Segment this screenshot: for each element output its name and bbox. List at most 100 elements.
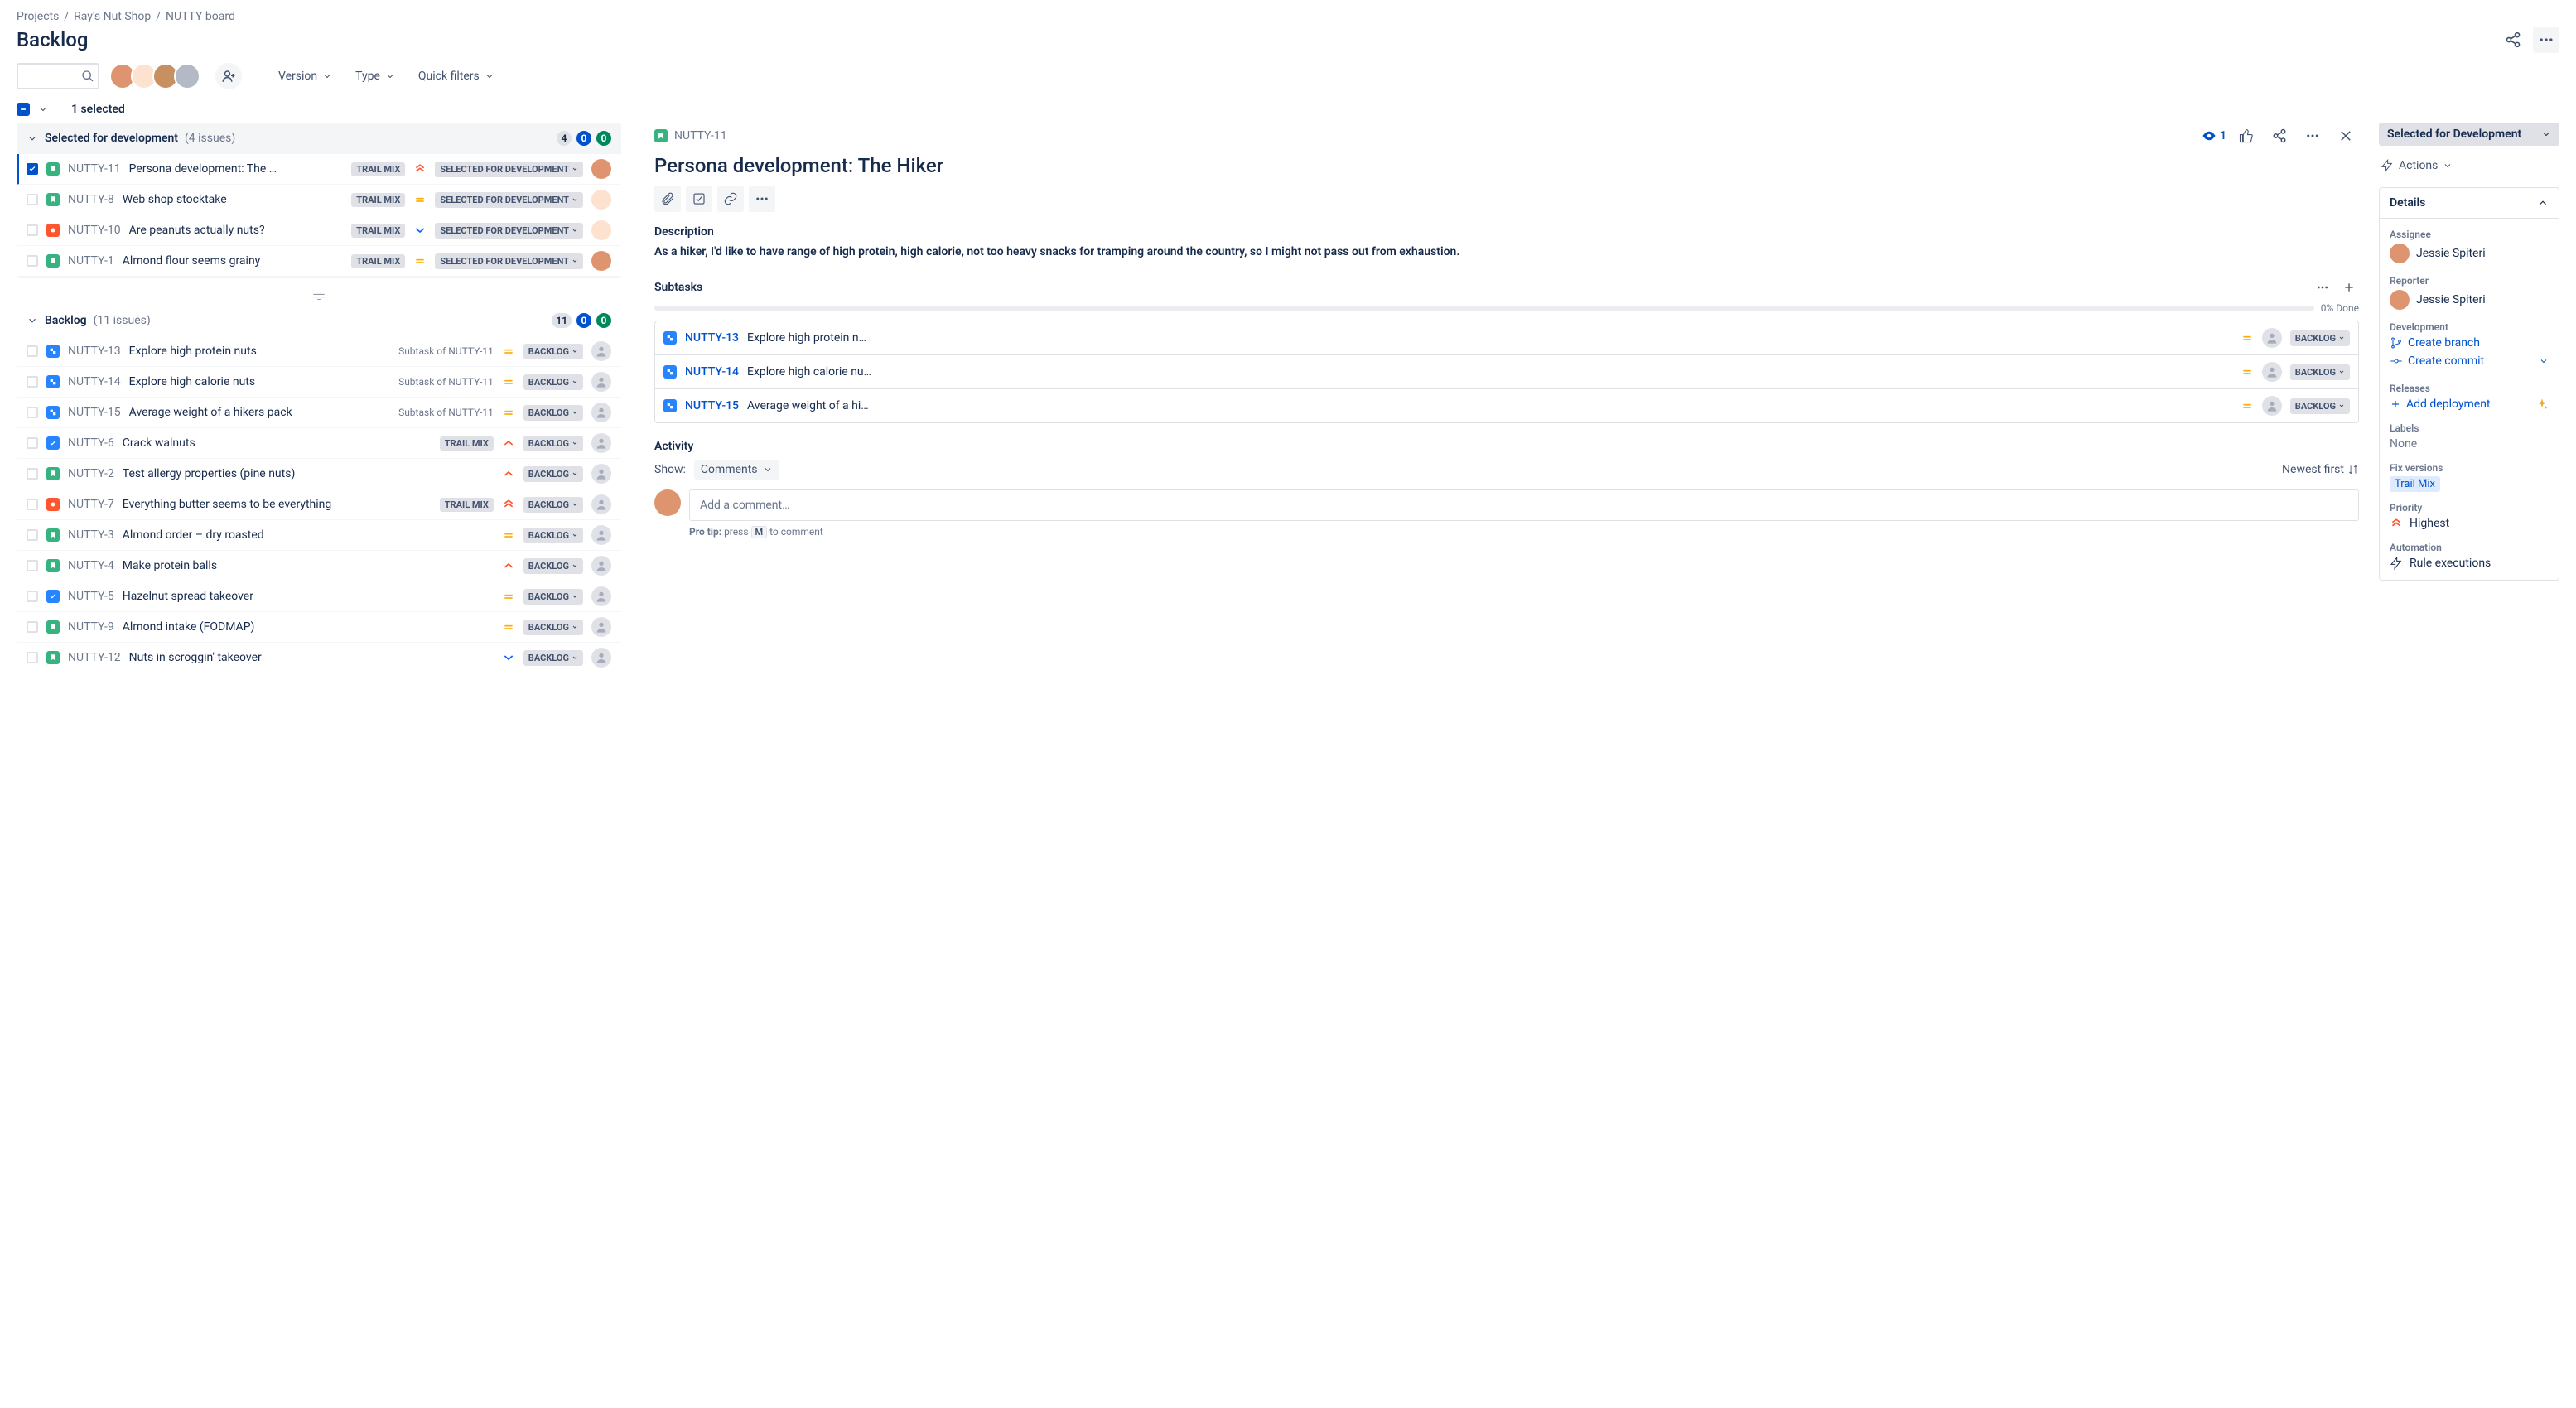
status-chip[interactable]: SELECTED FOR DEVELOPMENT [435,223,583,239]
assignee-avatar[interactable] [591,190,611,210]
row-checkbox[interactable] [27,194,38,205]
row-checkbox[interactable] [27,437,38,449]
issue-key[interactable]: NUTTY-9 [68,620,114,634]
breadcrumb-project[interactable]: Ray's Nut Shop [74,10,151,23]
unassigned-avatar[interactable] [591,464,611,484]
add-deployment-link[interactable]: Add deployment [2390,398,2491,411]
issue-key[interactable]: NUTTY-1 [68,254,114,268]
row-checkbox[interactable] [27,652,38,663]
issue-key[interactable]: NUTTY-14 [68,375,121,388]
row-checkbox[interactable] [27,163,38,175]
issue-summary[interactable]: Test allergy properties (pine nuts) [123,467,494,480]
unassigned-avatar[interactable] [591,403,611,422]
issue-row[interactable]: NUTTY-6Crack walnutsTRAIL MIXBACKLOG [17,428,621,459]
more-button[interactable] [2533,27,2559,53]
row-checkbox[interactable] [27,621,38,633]
unassigned-avatar[interactable] [591,372,611,392]
subtask-summary[interactable]: Explore high protein n… [747,331,2232,345]
link-button[interactable] [717,186,744,212]
subtask-row[interactable]: NUTTY-13Explore high protein n…BACKLOG [655,321,2358,355]
issue-row[interactable]: NUTTY-15Average weight of a hikers packS… [17,398,621,428]
issue-key[interactable]: NUTTY-3 [68,528,114,542]
unassigned-avatar[interactable] [591,648,611,668]
row-checkbox[interactable] [27,591,38,602]
issue-row[interactable]: NUTTY-10 Are peanuts actually nuts? TRAIL … [17,215,621,246]
status-dropdown[interactable]: Selected for Development [2379,123,2559,146]
subtask-key[interactable]: NUTTY-15 [685,399,739,412]
issue-key[interactable]: NUTTY-10 [68,224,121,237]
issue-row[interactable]: NUTTY-5Hazelnut spread takeoverBACKLOG [17,581,621,612]
status-chip[interactable]: BACKLOG [523,466,583,482]
detail-title[interactable]: Persona development: The Hiker [654,154,2359,177]
subtask-row[interactable]: NUTTY-15Average weight of a hi…BACKLOG [655,389,2358,422]
create-branch-link[interactable]: Create branch [2390,336,2480,350]
row-checkbox[interactable] [27,529,38,541]
sort-button[interactable]: Newest first [2282,463,2359,476]
issue-summary[interactable]: Crack walnuts [123,436,432,450]
comment-input[interactable]: Add a comment… [689,489,2359,521]
more-actions-button[interactable] [749,186,775,212]
issue-summary[interactable]: Nuts in scroggin' takeover [129,651,494,664]
unassigned-avatar[interactable] [591,525,611,545]
unassigned-avatar[interactable] [591,433,611,453]
status-chip[interactable]: BACKLOG [523,405,583,421]
comments-tab[interactable]: Comments [694,460,779,480]
actions-dropdown[interactable]: Actions [2379,154,2454,177]
assignee-field[interactable]: Jessie Spiteri [2390,244,2549,263]
issue-summary[interactable]: Are peanuts actually nuts? [129,224,344,237]
status-chip[interactable]: SELECTED FOR DEVELOPMENT [435,162,583,177]
selection-checkbox[interactable] [17,103,30,116]
issue-key[interactable]: NUTTY-2 [68,467,114,480]
label-chip[interactable]: TRAIL MIX [440,436,494,451]
section-header-backlog[interactable]: Backlog (11 issues) 11 0 0 [17,305,621,336]
row-checkbox[interactable] [27,468,38,480]
subtasks-more-button[interactable] [2313,277,2332,297]
row-checkbox[interactable] [27,345,38,357]
row-checkbox[interactable] [27,224,38,236]
unassigned-avatar[interactable] [2262,362,2282,382]
unassigned-avatar[interactable] [591,341,611,361]
reporter-field[interactable]: Jessie Spiteri [2390,290,2549,310]
row-checkbox[interactable] [27,255,38,267]
issue-row[interactable]: NUTTY-14Explore high calorie nutsSubtask… [17,367,621,398]
row-checkbox[interactable] [27,376,38,388]
version-filter[interactable]: Version [272,65,339,88]
add-subtask-button[interactable] [686,186,712,212]
issue-key[interactable]: NUTTY-8 [68,193,114,206]
issue-summary[interactable]: Average weight of a hikers pack [129,406,390,419]
issue-row[interactable]: NUTTY-1Almond flour seems grainyTRAIL MI… [17,246,621,277]
more-button[interactable] [2299,123,2326,149]
issue-summary[interactable]: Everything butter seems to be everything [123,498,432,511]
detail-issue-key[interactable]: NUTTY-11 [674,129,727,142]
status-chip[interactable]: BACKLOG [523,374,583,390]
status-chip[interactable]: BACKLOG [2290,364,2350,380]
issue-key[interactable]: NUTTY-15 [68,406,121,419]
status-chip[interactable]: BACKLOG [523,528,583,543]
issue-key[interactable]: NUTTY-13 [68,345,121,358]
issue-key[interactable]: NUTTY-5 [68,590,114,603]
issue-row[interactable]: NUTTY-7Everything butter seems to be eve… [17,489,621,520]
label-chip[interactable]: TRAIL MIX [351,224,405,238]
avatar[interactable] [174,63,200,89]
issue-row[interactable]: NUTTY-13Explore high protein nutsSubtask… [17,336,621,367]
status-chip[interactable]: BACKLOG [523,650,583,666]
issue-row[interactable]: NUTTY-9 Almond intake (FODMAP) BACKLOG [17,612,621,643]
chevron-down-icon[interactable] [38,104,48,114]
label-chip[interactable]: TRAIL MIX [351,162,405,176]
subtask-key[interactable]: NUTTY-14 [685,365,739,379]
status-chip[interactable]: BACKLOG [523,589,583,605]
share-button[interactable] [2266,123,2293,149]
issue-row[interactable]: NUTTY-3Almond order – dry roastedBACKLOG [17,520,621,551]
status-chip[interactable]: BACKLOG [523,620,583,635]
details-panel-toggle[interactable]: Details [2380,188,2559,219]
subtask-summary[interactable]: Explore high calorie nu… [747,365,2232,379]
issue-summary[interactable]: Almond intake (FODMAP) [123,620,494,634]
unassigned-avatar[interactable] [591,494,611,514]
row-checkbox[interactable] [27,407,38,418]
labels-field[interactable]: None [2390,437,2549,451]
assignee-avatar[interactable] [591,159,611,179]
drag-handle[interactable] [17,287,621,305]
status-chip[interactable]: BACKLOG [523,497,583,513]
issue-row[interactable]: NUTTY-4Make protein ballsBACKLOG [17,551,621,581]
status-chip[interactable]: BACKLOG [523,558,583,574]
